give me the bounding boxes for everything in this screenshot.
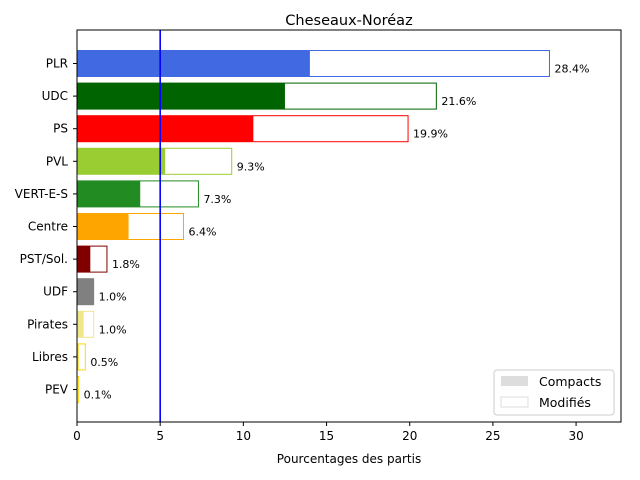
y-tick-label-udc: UDC bbox=[42, 89, 68, 103]
bar-compacts-libres bbox=[77, 343, 79, 370]
value-label-pev: 0.1% bbox=[84, 389, 112, 402]
legend-swatch-modifies bbox=[500, 396, 529, 408]
bar-compacts-pst-sol bbox=[77, 246, 91, 273]
value-label-pirates: 1.0% bbox=[99, 323, 127, 336]
bar-compacts-pirates bbox=[77, 311, 84, 338]
y-tick-label-libres: Libres bbox=[32, 350, 68, 364]
chart-title: Cheseaux-Noréaz bbox=[285, 13, 412, 29]
value-label-vert-e-s: 7.3% bbox=[203, 193, 231, 206]
x-tick-label-20: 20 bbox=[402, 429, 417, 443]
bar-compacts-plr bbox=[77, 50, 310, 77]
bar-compacts-ps bbox=[77, 115, 254, 142]
legend-swatch-compacts bbox=[501, 376, 528, 386]
value-label-plr: 28.4% bbox=[554, 63, 589, 76]
y-tick-label-plr: PLR bbox=[46, 57, 68, 71]
x-axis-label: Pourcentages des partis bbox=[277, 452, 421, 466]
value-label-pst-sol: 1.8% bbox=[112, 258, 140, 271]
bar-compacts-vert-e-s bbox=[77, 180, 141, 207]
y-tick-label-ps: PS bbox=[53, 122, 68, 136]
value-label-ps: 19.9% bbox=[413, 128, 448, 141]
y-tick-label-pev: PEV bbox=[45, 383, 69, 397]
y-tick-label-vert-e-s: VERT-E-S bbox=[15, 187, 68, 201]
legend-label-modifies: Modifiés bbox=[539, 395, 591, 410]
value-label-centre: 6.4% bbox=[188, 226, 216, 239]
value-label-pvl: 9.3% bbox=[237, 160, 265, 173]
plot-area: 28.4% 21.6% 19.9% 9.3% 7.3% 6.4% 1.8% 1.0% 1.0% 0… bbox=[76, 30, 589, 422]
x-tick-label-15: 15 bbox=[319, 429, 334, 443]
bar-compacts-udc bbox=[77, 83, 285, 110]
x-tick-label-30: 30 bbox=[568, 429, 583, 443]
value-label-udf: 1.0% bbox=[99, 291, 127, 304]
y-tick-label-centre: Centre bbox=[28, 220, 68, 234]
bar-compacts-udf bbox=[77, 278, 94, 305]
y-tick-label-pst-sol: PST/Sol. bbox=[20, 252, 68, 266]
value-label-udc: 21.6% bbox=[441, 95, 476, 108]
x-tick-label-0: 0 bbox=[73, 429, 81, 443]
bar-compacts-pvl bbox=[77, 148, 166, 175]
x-tick-label-25: 25 bbox=[485, 429, 500, 443]
x-tick-label-10: 10 bbox=[236, 429, 251, 443]
value-label-libres: 0.5% bbox=[90, 356, 118, 369]
y-tick-label-pvl: PVL bbox=[46, 154, 68, 168]
bar-compacts-centre bbox=[77, 213, 129, 240]
y-tick-label-pirates: Pirates bbox=[27, 317, 68, 331]
legend: Compacts Modifiés bbox=[493, 369, 615, 416]
axes-ticks: PLR UDC PS PVL VERT-E-S Centre PST/Sol. UDF Pira… bbox=[15, 57, 584, 444]
legend-label-compacts: Compacts bbox=[539, 374, 601, 389]
x-tick-label-5: 5 bbox=[156, 429, 164, 443]
y-tick-label-udf: UDF bbox=[43, 285, 68, 299]
